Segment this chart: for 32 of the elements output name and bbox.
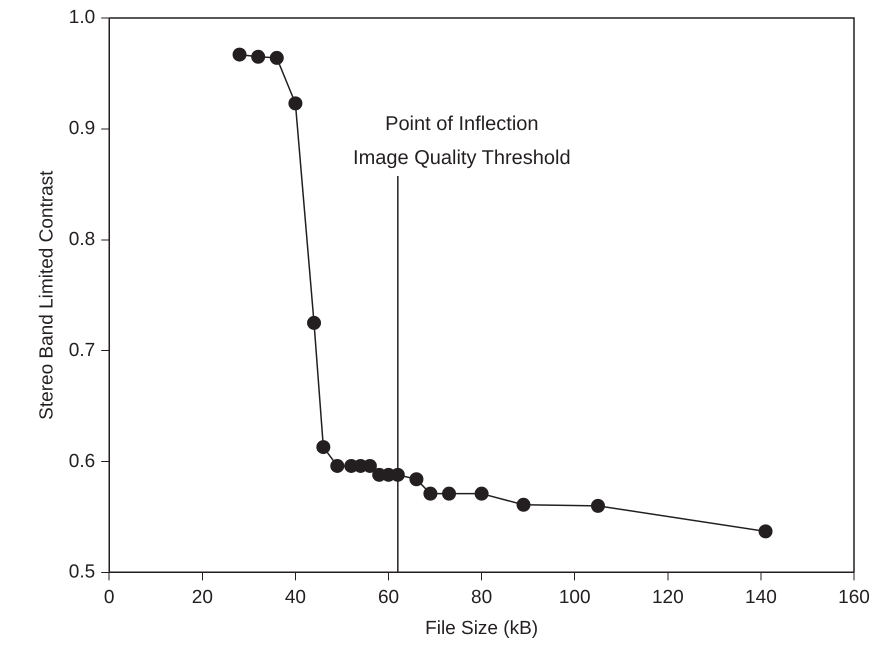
x-tick-label: 0 (104, 587, 114, 608)
point (251, 50, 266, 64)
x-axis-title: File Size (kB) (425, 618, 538, 639)
point (288, 96, 302, 110)
point (330, 458, 344, 473)
x-tick-label: 100 (558, 587, 591, 608)
y-tick-label: 1.0 (68, 7, 96, 28)
point (409, 472, 424, 486)
point (474, 486, 489, 501)
point (307, 316, 322, 330)
y-tick-label: 0.8 (68, 228, 96, 250)
point (516, 498, 530, 512)
y-axis-title: Stereo Band Limited Contrast (36, 170, 58, 420)
point (270, 50, 284, 65)
y-tick-label: 0.5 (68, 562, 96, 583)
x-tick-label: 160 (838, 587, 870, 608)
x-tick-label: 20 (192, 587, 213, 608)
point (232, 48, 247, 62)
y-tick-label: 0.6 (68, 450, 96, 472)
point (590, 498, 605, 513)
point (442, 486, 456, 501)
x-tick-label: 140 (745, 587, 777, 608)
ref-line-label: Point of Inflection Image Quality Threshold (353, 113, 571, 169)
x-tick-label: 40 (284, 587, 306, 608)
x-tick-label: 120 (652, 587, 684, 608)
x-tick-label: 60 (378, 587, 400, 608)
y-tick-label: 0.9 (68, 118, 96, 140)
point (316, 440, 330, 454)
x-tick-label: 80 (471, 587, 492, 608)
y-tick-label: 0.7 (68, 340, 96, 361)
point (423, 486, 438, 501)
point (758, 524, 773, 538)
